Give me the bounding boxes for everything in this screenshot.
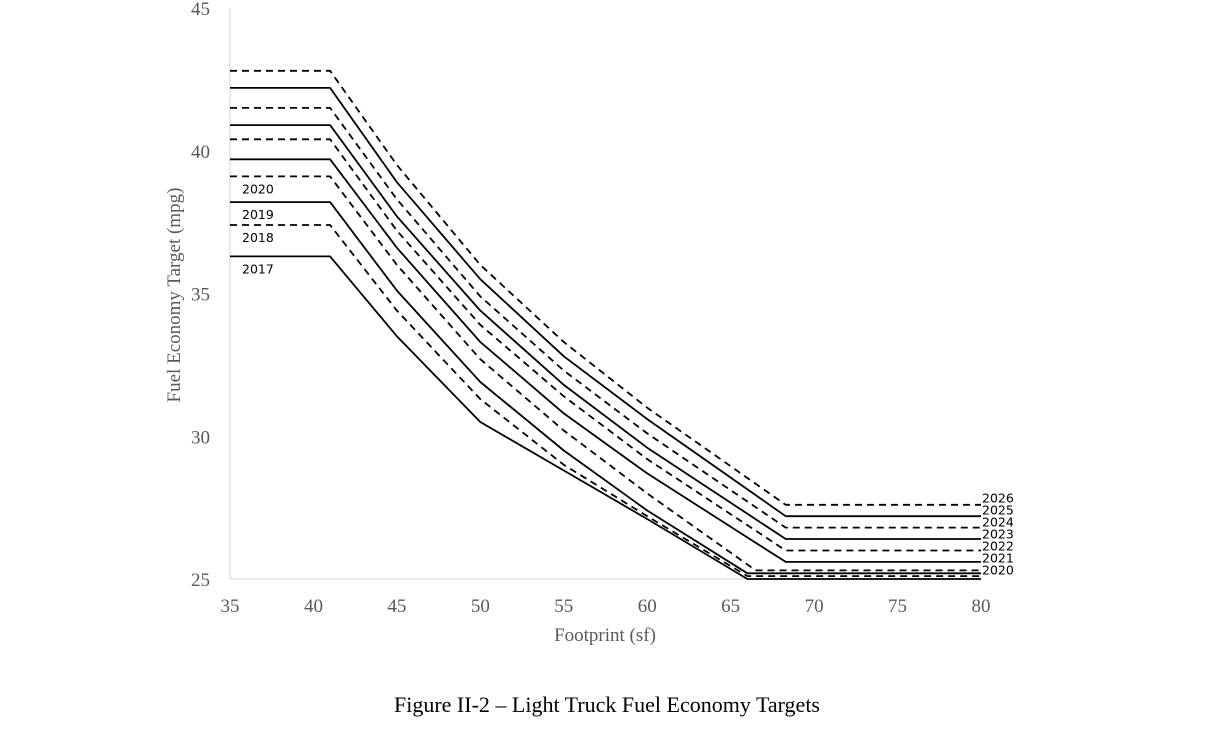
series-label-left-2020: 2020 [242,181,274,196]
series-label-left-2017: 2017 [242,261,274,276]
chart-axes [229,8,981,580]
y-tick-label: 25 [191,570,210,591]
x-tick-label: 70 [805,596,824,617]
series-line-2025 [230,87,981,518]
x-tick-label: 50 [471,596,490,617]
series-line-2018 [230,224,981,577]
x-tick-labels: 35 40 45 50 55 60 65 70 75 80 [221,596,991,617]
y-tick-label: 45 [191,0,210,20]
series-line-2026 [230,69,981,506]
x-tick-label: 35 [221,596,240,617]
series-label-right-2026: 2026 [982,490,1014,505]
series-label-right-2023: 2023 [982,526,1014,541]
x-tick-label: 55 [554,596,573,617]
y-axis-title: Fuel Economy Target (mpg) [164,188,185,403]
y-tick-labels: 25 30 35 40 45 [191,0,210,591]
series-line-2019 [230,201,981,575]
x-axis-title: Footprint (sf) [554,625,656,646]
series-labels: 2017201820192020202020212022202320242025… [242,181,1014,577]
x-tick-label: 40 [304,596,323,617]
series-line-2024 [230,107,981,529]
series-line-2020 [230,175,981,572]
series-label-right-2024: 2024 [982,514,1014,529]
series-label-left-2019: 2019 [242,207,274,222]
x-tick-label: 45 [387,596,406,617]
series-label-right-2021: 2021 [982,550,1014,565]
x-tick-label: 60 [638,596,657,617]
series-label-right-2025: 2025 [982,502,1014,517]
series-label-right-2022: 2022 [982,538,1014,553]
y-tick-label: 40 [191,142,210,163]
y-tick-label: 30 [191,427,210,448]
y-tick-label: 35 [191,285,210,306]
series-line-2017 [230,255,981,580]
series-label-left-2018: 2018 [242,230,274,245]
series-lines [230,69,981,580]
figure-caption: Figure II-2 – Light Truck Fuel Economy T… [393,692,820,717]
x-tick-label: 80 [972,596,991,617]
series-line-2022 [230,138,981,552]
x-tick-label: 75 [888,596,907,617]
x-tick-label: 65 [721,596,740,617]
series-label-right-2020: 2020 [982,562,1014,577]
series-line-2023 [230,124,981,540]
series-line-2021 [230,158,981,563]
